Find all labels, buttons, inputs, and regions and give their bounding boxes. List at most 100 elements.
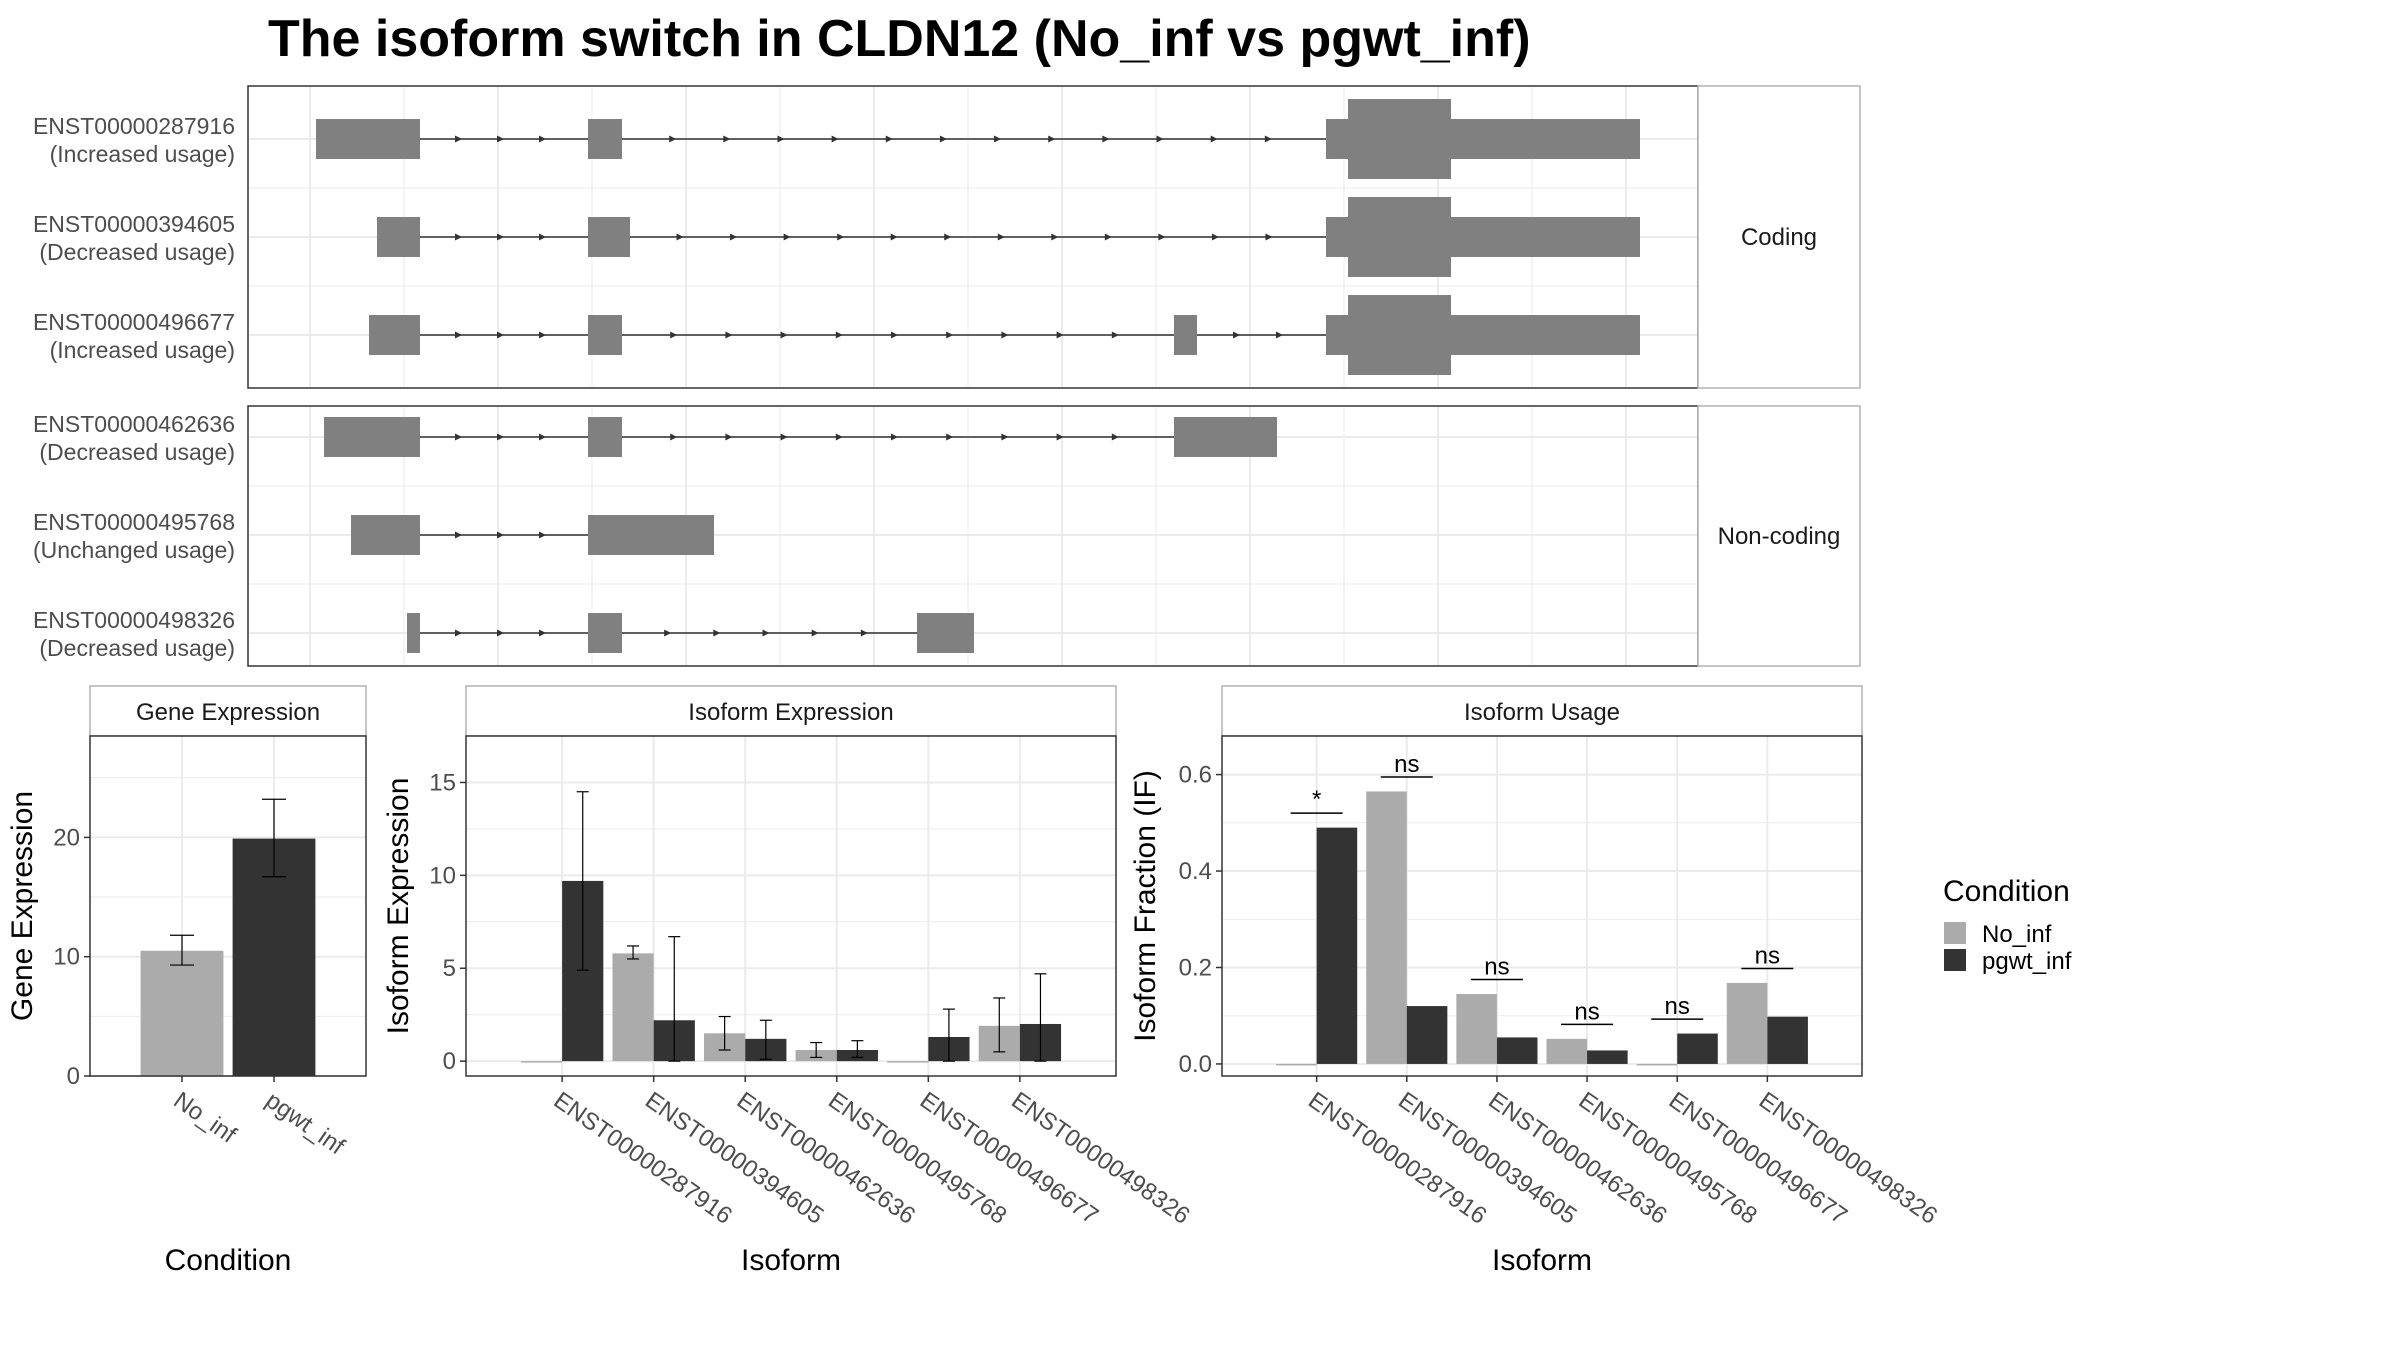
isoform-usage-label: (Decreased usage) (39, 635, 235, 661)
noncoding-isoform-tracks (324, 417, 1277, 653)
intron-arrow (1210, 135, 1218, 143)
isoform-usage-label: (Decreased usage) (39, 439, 235, 465)
y-tick-label: 0.4 (1179, 858, 1212, 885)
isoform-id-label: ENST00000462636 (33, 411, 235, 437)
legend: Condition No_inf pgwt_inf (1943, 875, 2072, 975)
intron-arrow (1158, 233, 1166, 241)
bar (1726, 982, 1768, 1064)
exon-block (407, 613, 420, 653)
coding-isoform-tracks (316, 99, 1640, 375)
intron-arrow (676, 233, 684, 241)
structure-panel-coding: Coding (247, 85, 1861, 389)
intron-arrow (455, 331, 462, 339)
y-tick-label: 0 (67, 1063, 80, 1090)
bar (887, 1061, 929, 1063)
exon-block (1348, 99, 1451, 179)
isoform-expression-strip (465, 685, 1117, 737)
intron-arrow (539, 531, 546, 539)
exon-block (588, 315, 622, 355)
intron-arrow (1104, 233, 1112, 241)
intron-arrow (497, 233, 504, 241)
exon-block (1326, 119, 1348, 159)
legend-label-pgwt-inf: pgwt_inf (1982, 948, 2072, 975)
intron-arrow (497, 135, 504, 143)
significance-label: ns (1394, 751, 1419, 778)
isoform-expression-panel: Isoform Expression 051015ENST00000287916… (382, 685, 1195, 1277)
isoform-usage-panel: Isoform Usage 0.00.20.40.6ENST0000028791… (1129, 685, 1942, 1277)
significance-label: * (1312, 786, 1321, 813)
intron-arrow (539, 433, 546, 441)
bar (1677, 1033, 1718, 1064)
isoform-usage-label: (Unchanged usage) (33, 537, 235, 563)
intron-arrow (664, 629, 672, 637)
intron-arrow (670, 433, 678, 441)
intron-arrow (835, 331, 843, 339)
intron-arrow (669, 135, 677, 143)
exon-block (1348, 295, 1451, 375)
bar (1767, 1016, 1808, 1064)
bar (1587, 1050, 1628, 1064)
legend-label-no-inf: No_inf (1982, 921, 2052, 948)
intron-arrow (497, 331, 504, 339)
bar (1406, 1006, 1448, 1064)
intron-arrow (944, 233, 952, 241)
exon-block (588, 119, 622, 159)
exon-block (1451, 315, 1640, 355)
isoform-usage-y-axis-title: Isoform Fraction (IF) (1129, 770, 1162, 1042)
isoform-usage-strip-label: Isoform Usage (1464, 699, 1620, 726)
exon-block (1174, 315, 1197, 355)
exon-block (377, 217, 420, 257)
exon-block (1451, 119, 1640, 159)
intron-arrow (891, 433, 898, 441)
isoform-id-label: ENST00000287916 (33, 113, 235, 139)
intron-arrow (455, 629, 462, 637)
intron-arrow (780, 331, 788, 339)
intron-arrow (1111, 331, 1119, 339)
isoform-usage-x-axis-title: Isoform (1492, 1244, 1592, 1277)
bar (1456, 994, 1497, 1064)
intron-arrow (831, 135, 839, 143)
bar (1366, 791, 1407, 1064)
y-tick-label: 15 (429, 769, 456, 796)
isoform-id-label: ENST00000394605 (33, 211, 235, 237)
significance-label: ns (1484, 954, 1509, 981)
intron-arrow (455, 135, 462, 143)
intron-arrow (1102, 135, 1110, 143)
intron-arrow (497, 531, 504, 539)
isoform-id-label: ENST00000496677 (33, 309, 235, 335)
bar (232, 838, 316, 1076)
noncoding-strip (1697, 405, 1861, 667)
intron-arrow (860, 629, 868, 637)
intron-arrow (539, 331, 546, 339)
isoform-usage-label: (Increased usage) (50, 141, 235, 167)
bar (612, 953, 654, 1062)
intron-arrow (780, 433, 788, 441)
exon-block (1326, 217, 1348, 257)
isoform-expression-x-axis-title: Isoform (741, 1244, 841, 1277)
exon-block (588, 515, 714, 555)
intron-arrow (783, 233, 791, 241)
isoform-usage-strip (1221, 685, 1863, 737)
bar (1636, 1063, 1678, 1066)
gene-expression-strip-label: Gene Expression (136, 699, 320, 726)
bar (1316, 827, 1358, 1064)
isoform-expression-plot: 051015ENST00000287916ENST00000394605ENST… (429, 736, 1195, 1230)
intron-arrow (1051, 233, 1059, 241)
gene-expression-plot: 0 10 20 No_inf pgwt_inf (53, 736, 366, 1160)
intron-arrow (455, 433, 462, 441)
intron-arrow (762, 629, 770, 637)
intron-arrow (455, 531, 462, 539)
intron-arrow (670, 331, 678, 339)
y-tick-label: 0 (443, 1048, 456, 1075)
legend-key-no-inf (1944, 922, 1966, 944)
intron-arrow (1056, 331, 1064, 339)
intron-arrow (539, 135, 546, 143)
isoform-usage-panel-border (1221, 735, 1863, 1077)
intron-arrow (723, 135, 731, 143)
legend-key-pgwt-inf (1944, 949, 1966, 971)
structure-panel-noncoding: Non-coding (247, 405, 1861, 667)
exon-block (351, 515, 420, 555)
intron-arrow (891, 331, 898, 339)
isoform-expression-y-axis-title: Isoform Expression (382, 778, 415, 1035)
